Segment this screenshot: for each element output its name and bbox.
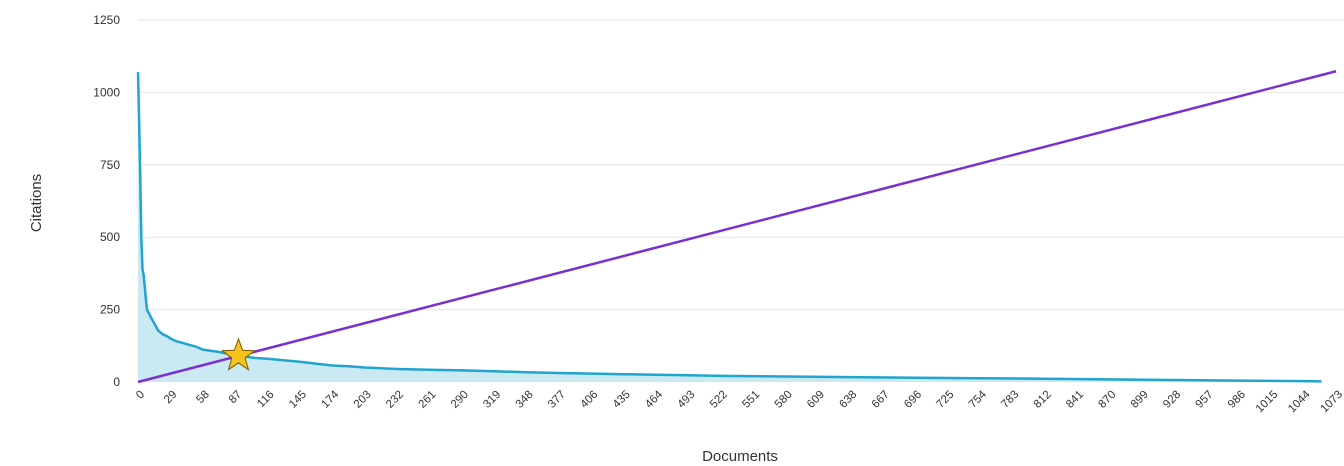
x-tick-label: 609 bbox=[805, 389, 827, 411]
x-tick-label: 348 bbox=[514, 389, 536, 411]
x-tick-label: 957 bbox=[1194, 389, 1216, 411]
x-tick-label: 232 bbox=[384, 389, 406, 411]
x-tick-label: 841 bbox=[1064, 389, 1086, 411]
star-icon bbox=[220, 337, 257, 371]
x-tick-label: 1073 bbox=[1319, 389, 1344, 416]
x-tick-label: 290 bbox=[449, 389, 471, 411]
x-tick-label: 1044 bbox=[1286, 388, 1313, 415]
y-tick-label: 1250 bbox=[93, 13, 120, 27]
x-tick-label: 319 bbox=[481, 389, 503, 411]
x-tick-label: 870 bbox=[1096, 389, 1118, 411]
y-tick-label: 1000 bbox=[93, 85, 120, 99]
citations-curve bbox=[136, 72, 1322, 383]
citations-area-series bbox=[136, 72, 1322, 383]
x-tick-label: 1015 bbox=[1254, 389, 1281, 416]
y-tick-label: 750 bbox=[100, 158, 120, 172]
h-index-marker bbox=[220, 337, 257, 371]
x-axis-ticks: 0 29 58 87 116 145 174 203 232 261 290 319 348 377 406… bbox=[134, 388, 1344, 415]
x-tick-label: 145 bbox=[287, 389, 309, 411]
x-tick-label: 812 bbox=[1032, 389, 1054, 411]
x-tick-label: 580 bbox=[773, 389, 795, 411]
x-tick-label: 203 bbox=[352, 389, 374, 411]
x-tick-label: 638 bbox=[837, 389, 859, 411]
x-tick-label: 406 bbox=[578, 389, 600, 411]
x-tick-label: 522 bbox=[708, 389, 730, 411]
x-tick-label: 29 bbox=[162, 389, 180, 407]
y-axis-ticks: 0 250 500 750 1000 1250 bbox=[93, 13, 120, 389]
x-tick-label: 928 bbox=[1161, 389, 1183, 411]
x-tick-label: 377 bbox=[546, 389, 568, 411]
x-tick-label: 464 bbox=[643, 388, 665, 410]
x-tick-label: 696 bbox=[902, 389, 924, 411]
y-tick-label: 500 bbox=[100, 230, 120, 244]
x-tick-label: 435 bbox=[611, 389, 633, 411]
x-tick-label: 261 bbox=[416, 389, 438, 411]
x-tick-label: 116 bbox=[255, 389, 276, 410]
x-tick-label: 986 bbox=[1226, 389, 1248, 411]
gridlines bbox=[138, 19, 1344, 311]
x-tick-label: 58 bbox=[194, 389, 212, 407]
x-tick-label: 754 bbox=[967, 388, 989, 410]
x-axis-title: Documents bbox=[702, 448, 778, 465]
x-tick-label: 725 bbox=[935, 389, 957, 411]
x-tick-label: 0 bbox=[134, 389, 147, 402]
diagonal-line-series bbox=[137, 70, 1337, 384]
x-tick-label: 899 bbox=[1129, 389, 1151, 411]
x-tick-label: 493 bbox=[676, 389, 698, 411]
y-tick-label: 0 bbox=[113, 375, 120, 389]
diagonal-line bbox=[137, 70, 1337, 384]
y-axis-title: Citations bbox=[28, 174, 45, 232]
x-tick-label: 87 bbox=[227, 389, 245, 407]
y-tick-label: 250 bbox=[100, 303, 120, 317]
x-tick-label: 551 bbox=[740, 389, 762, 411]
x-tick-label: 783 bbox=[999, 389, 1021, 411]
x-tick-label: 667 bbox=[870, 389, 892, 411]
x-tick-label: 174 bbox=[319, 388, 341, 410]
